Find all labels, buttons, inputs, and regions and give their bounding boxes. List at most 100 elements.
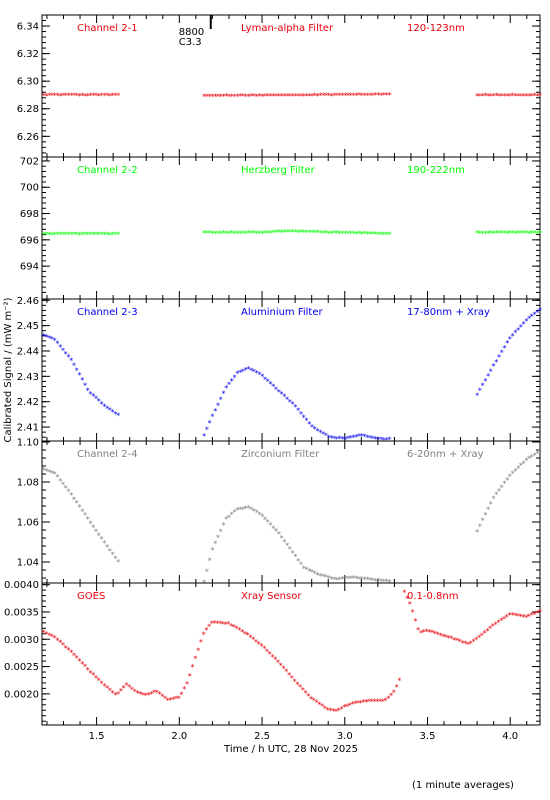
data-point: * bbox=[252, 507, 256, 516]
data-point: * bbox=[384, 697, 388, 706]
data-point: * bbox=[516, 326, 520, 335]
data-point: * bbox=[522, 229, 526, 238]
y-tick-label: 2.46 bbox=[17, 296, 39, 307]
y-tick-label: 700 bbox=[20, 183, 39, 194]
data-point: * bbox=[315, 698, 319, 707]
data-point: * bbox=[497, 92, 501, 101]
data-point: * bbox=[78, 371, 82, 380]
data-point: * bbox=[494, 358, 498, 367]
data-point: * bbox=[94, 230, 98, 239]
data-point: * bbox=[342, 703, 346, 712]
data-point: * bbox=[86, 666, 90, 675]
data-point: * bbox=[44, 333, 48, 342]
data-point: * bbox=[47, 468, 51, 477]
data-point: * bbox=[235, 506, 239, 515]
data-point: * bbox=[530, 453, 534, 462]
data-point: * bbox=[42, 629, 46, 638]
data-point: * bbox=[299, 561, 303, 570]
data-point: * bbox=[478, 230, 482, 239]
data-point: * bbox=[343, 575, 347, 584]
data-point: * bbox=[260, 373, 264, 382]
data-point: * bbox=[382, 91, 386, 100]
data-point: * bbox=[527, 455, 531, 464]
data-point: * bbox=[47, 631, 51, 640]
data-point: * bbox=[108, 687, 112, 696]
data-point: * bbox=[483, 92, 487, 101]
data-point: * bbox=[252, 92, 256, 101]
data-point: * bbox=[263, 515, 267, 524]
data-point: * bbox=[102, 92, 106, 101]
x-tick-label: 2.5 bbox=[254, 731, 270, 742]
data-point: * bbox=[332, 92, 336, 101]
data-point: * bbox=[80, 660, 84, 669]
data-point: * bbox=[55, 636, 59, 645]
data-point: * bbox=[100, 231, 104, 240]
data-point: * bbox=[83, 663, 87, 672]
data-point: * bbox=[351, 434, 355, 443]
data-point: * bbox=[205, 93, 209, 102]
data-point: * bbox=[271, 383, 275, 392]
data-point: * bbox=[326, 706, 330, 715]
y-tick-label: 0.0030 bbox=[4, 635, 39, 646]
panel-channel-label: Channel 2-3 bbox=[77, 307, 138, 318]
data-point: * bbox=[382, 230, 386, 239]
data-point: * bbox=[378, 697, 382, 706]
data-point: * bbox=[213, 93, 217, 102]
data-point: * bbox=[232, 623, 236, 632]
data-point: * bbox=[241, 367, 245, 376]
data-point: * bbox=[230, 377, 234, 386]
data-point: * bbox=[244, 366, 248, 375]
data-point: * bbox=[327, 433, 331, 442]
data-point: * bbox=[508, 472, 512, 481]
data-point: * bbox=[105, 404, 109, 413]
data-point: * bbox=[533, 311, 537, 320]
data-point: * bbox=[395, 683, 399, 692]
panel-filter-label: Zirconium Filter bbox=[241, 449, 320, 460]
data-point: * bbox=[359, 699, 363, 708]
y-tick-label: 6.32 bbox=[17, 49, 39, 60]
data-point: * bbox=[335, 92, 339, 101]
data-point: * bbox=[277, 388, 281, 397]
data-point: * bbox=[146, 691, 150, 700]
y-tick-label: 2.44 bbox=[17, 346, 39, 357]
data-point: * bbox=[230, 92, 234, 101]
data-point: * bbox=[516, 464, 520, 473]
data-point: * bbox=[238, 229, 242, 238]
data-point: * bbox=[327, 229, 331, 238]
data-point: * bbox=[371, 230, 375, 239]
data-point: * bbox=[233, 508, 237, 517]
data-point: * bbox=[141, 691, 145, 700]
data-point: * bbox=[411, 608, 415, 617]
data-point: * bbox=[280, 228, 284, 237]
y-tick-label: 2.43 bbox=[17, 372, 39, 383]
data-point: * bbox=[282, 393, 286, 402]
data-point: * bbox=[478, 92, 482, 101]
data-point: * bbox=[64, 644, 68, 653]
data-point: * bbox=[86, 515, 90, 524]
data-point: * bbox=[53, 634, 57, 643]
data-point: * bbox=[149, 690, 153, 699]
data-point: * bbox=[288, 398, 292, 407]
x-tick-label: 3.5 bbox=[420, 731, 436, 742]
panel-1: 6.26 6.28 6.30 6.32 6.34 Channel 2-1 Lyman-alp… bbox=[17, 14, 542, 158]
data-point: * bbox=[477, 633, 481, 642]
panel-band-label: 17-80nm + Xray bbox=[407, 307, 490, 318]
data-point: * bbox=[505, 613, 509, 622]
data-point: * bbox=[438, 631, 442, 640]
data-point: * bbox=[298, 683, 302, 692]
data-point: * bbox=[105, 684, 109, 693]
data-point: * bbox=[419, 629, 423, 638]
data-point: * bbox=[205, 426, 209, 435]
data-point: * bbox=[53, 470, 57, 479]
data-point: * bbox=[397, 676, 401, 685]
data-point: * bbox=[478, 387, 482, 396]
data-point: * bbox=[219, 396, 223, 405]
data-point: * bbox=[349, 434, 353, 443]
data-point: * bbox=[318, 229, 322, 238]
data-point: * bbox=[335, 435, 339, 444]
data-point: * bbox=[436, 630, 440, 639]
data-point: * bbox=[481, 229, 485, 238]
data-point: * bbox=[466, 640, 470, 649]
data-point: * bbox=[271, 228, 275, 237]
data-point: * bbox=[208, 557, 212, 566]
